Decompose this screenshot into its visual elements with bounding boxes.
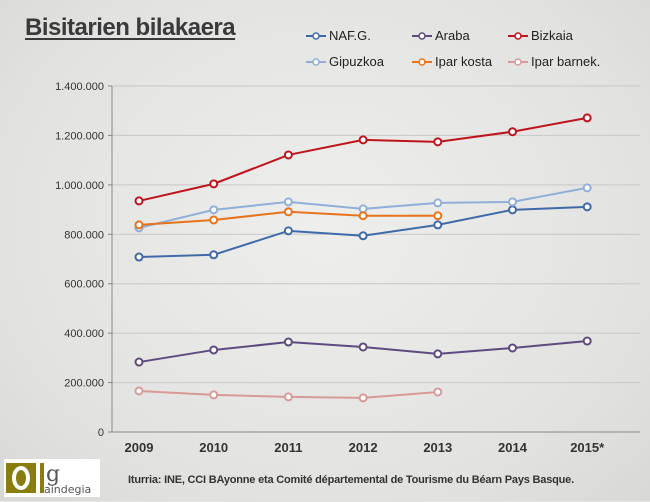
- svg-text:aindegia: aindegia: [44, 483, 91, 496]
- data-point: [209, 179, 219, 189]
- data-point: [209, 345, 219, 355]
- data-point: [582, 113, 592, 123]
- x-tick-label: 2013: [423, 440, 452, 455]
- data-point: [358, 231, 368, 241]
- data-point: [209, 215, 219, 225]
- y-tick-label: 400.000: [64, 328, 104, 340]
- data-point: [433, 220, 443, 230]
- legend-marker-icon: [306, 57, 326, 66]
- svg-text:g: g: [46, 462, 60, 487]
- y-tick-label: 800.000: [64, 229, 104, 241]
- data-point: [358, 342, 368, 352]
- data-point: [508, 127, 517, 137]
- y-tick-label: 200.000: [64, 378, 104, 390]
- data-point: [134, 357, 144, 367]
- data-point: [358, 211, 368, 221]
- source-note: Iturria: INE, CCI BAyonne eta Comité dép…: [128, 474, 574, 486]
- data-point: [283, 207, 293, 217]
- legend-item: NAF.G.: [306, 28, 371, 43]
- data-point: [508, 197, 517, 207]
- data-point: [433, 211, 443, 221]
- gaindegia-logo-icon: g aindegia: [6, 462, 91, 496]
- data-point: [358, 393, 368, 403]
- legend-item: Araba: [412, 28, 470, 43]
- data-point: [582, 183, 592, 193]
- legend-label: Araba: [435, 28, 470, 43]
- x-tick-label: 2014: [498, 440, 528, 455]
- x-tick-label: 2011: [274, 440, 302, 455]
- data-point: [283, 226, 293, 236]
- data-point: [433, 387, 443, 397]
- legend-label: Ipar barnek.: [531, 54, 601, 69]
- y-tick-label: 1.400.000: [55, 81, 104, 93]
- legend-item: Gipuzkoa: [306, 54, 384, 69]
- data-point: [134, 220, 144, 230]
- data-point: [433, 198, 443, 208]
- x-tick-label: 2010: [199, 440, 228, 455]
- legend-item: Ipar barnek.: [508, 54, 600, 69]
- y-tick-label: 0: [98, 427, 104, 439]
- y-tick-label: 600.000: [64, 279, 104, 291]
- y-tick-label: 1.000.000: [55, 180, 104, 192]
- legend-label: Gipuzkoa: [329, 54, 384, 69]
- gaindegia-logo: g aindegia: [4, 459, 100, 497]
- series-line-bizkaia: [138, 116, 588, 202]
- data-point: [358, 135, 368, 145]
- data-point: [134, 386, 144, 396]
- x-tick-label: 2015*: [570, 440, 605, 455]
- legend-marker-icon: [412, 57, 432, 66]
- legend-marker-icon: [306, 31, 326, 40]
- data-point: [508, 343, 517, 353]
- data-point: [283, 392, 293, 402]
- y-tick-label: 1.200.000: [55, 130, 104, 142]
- data-point: [209, 250, 219, 260]
- data-point: [134, 252, 144, 262]
- x-tick-label: 2009: [125, 440, 154, 455]
- legend-item: Ipar kosta: [412, 54, 492, 69]
- chart-title: Bisitarien bilakaera: [25, 14, 236, 41]
- legend-marker-icon: [508, 31, 528, 40]
- x-tick-label: 2012: [349, 440, 378, 455]
- legend-marker-icon: [412, 31, 432, 40]
- data-point: [134, 196, 144, 206]
- data-point: [283, 150, 293, 160]
- data-point: [209, 390, 219, 400]
- data-point: [582, 202, 592, 212]
- data-point: [433, 137, 443, 147]
- data-point: [508, 205, 517, 215]
- data-point: [582, 336, 592, 346]
- legend-marker-icon: [508, 57, 528, 66]
- legend-item: Bizkaia: [508, 28, 573, 43]
- legend-label: NAF.G.: [329, 28, 371, 43]
- line-chart: 0 200.000 400.000 600.000 800.000 1.000.000 1.…: [55, 81, 640, 455]
- data-point: [283, 337, 293, 347]
- data-point: [283, 197, 293, 207]
- legend-label: Ipar kosta: [435, 54, 493, 69]
- legend-label: Bizkaia: [531, 28, 573, 43]
- data-point: [433, 349, 443, 359]
- data-point: [209, 205, 219, 215]
